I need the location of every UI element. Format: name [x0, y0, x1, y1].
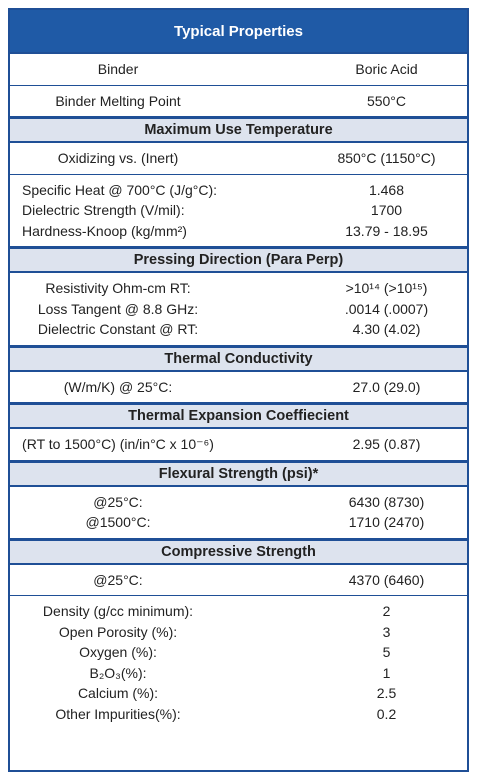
table-title: Typical Properties — [10, 10, 467, 54]
row-group: Density (g/cc minimum): 2 Open Porosity (%… — [10, 596, 467, 729]
section-heading: Pressing Direction (Para Perp) — [10, 247, 467, 273]
property-label: Dielectric Strength (V/mil): — [22, 202, 185, 219]
property-value: 6430 (8730) — [348, 493, 425, 510]
property-label: Calcium (%): — [77, 685, 159, 702]
property-row: Oxygen (%): 5 — [10, 642, 467, 663]
property-label: Resistivity Ohm-cm RT: — [45, 280, 191, 297]
property-value: Boric Acid — [355, 61, 418, 78]
property-label: @25°C: — [93, 493, 143, 510]
property-label: @1500°C: — [85, 514, 151, 531]
row-group: Resistivity Ohm-cm RT: >10¹⁴ (>10¹⁵) Loss … — [10, 273, 467, 346]
property-label: Specific Heat @ 700°C (J/g°C): — [22, 181, 218, 198]
property-label: Open Porosity (%): — [58, 623, 178, 640]
property-label: Binder Melting Point — [55, 92, 181, 109]
row-group: Binder Melting Point 550°C — [10, 86, 467, 117]
property-row: Resistivity Ohm-cm RT: >10¹⁴ (>10¹⁵) — [10, 278, 467, 299]
section-heading: Compressive Strength — [10, 538, 467, 565]
property-value: 4.30 (4.02) — [352, 321, 421, 338]
property-value: 1700 — [370, 202, 403, 219]
property-row: Open Porosity (%): 3 — [10, 622, 467, 643]
property-label: @25°C: — [93, 571, 143, 588]
property-value: 0.2 — [376, 705, 397, 722]
row-group: Binder Boric Acid — [10, 54, 467, 86]
property-value: 2 — [382, 603, 391, 620]
property-label: (W/m/K) @ 25°C: — [63, 378, 173, 395]
property-value: 1710 (2470) — [348, 514, 425, 531]
property-value: 27.0 (29.0) — [352, 378, 421, 395]
property-value: 3 — [382, 623, 391, 640]
property-value: 2.5 — [376, 685, 397, 702]
property-value: 550°C — [366, 92, 407, 109]
property-value: 4370 (6460) — [348, 571, 425, 588]
property-row: Other Impurities(%): 0.2 — [10, 704, 467, 725]
property-row: Calcium (%): 2.5 — [10, 683, 467, 704]
property-label: Oxidizing vs. (Inert) — [57, 150, 179, 167]
property-label: Other Impurities(%): — [55, 705, 181, 722]
row-group: (RT to 1500°C) (in/in°C x 10⁻⁶) 2.95 (0.8… — [10, 429, 467, 461]
property-row: Dielectric Constant @ RT: 4.30 (4.02) — [10, 319, 467, 340]
property-value: 1.468 — [368, 181, 405, 198]
property-label: B₂O₃(%): — [89, 664, 147, 681]
section-heading: Thermal Conductivity — [10, 345, 467, 372]
property-row: Loss Tangent @ 8.8 GHz: .0014 (.0007) — [10, 299, 467, 320]
property-value: 5 — [382, 644, 391, 661]
property-label: Hardness-Knoop (kg/mm²) — [22, 222, 187, 239]
property-value: >10¹⁴ (>10¹⁵) — [345, 280, 428, 297]
property-label: Binder — [97, 61, 139, 78]
row-group: @25°C: 6430 (8730) @1500°C: 1710 (2470) — [10, 487, 467, 539]
row-group: Specific Heat @ 700°C (J/g°C): 1.468 Diele… — [10, 175, 467, 247]
property-row: (RT to 1500°C) (in/in°C x 10⁻⁶) 2.95 (0.8… — [10, 434, 467, 455]
row-group: (W/m/K) @ 25°C: 27.0 (29.0) — [10, 372, 467, 403]
property-row: @25°C: 6430 (8730) — [10, 492, 467, 513]
section-heading: Maximum Use Temperature — [10, 117, 467, 143]
property-value: 850°C (1150°C) — [337, 150, 436, 167]
property-row: Hardness-Knoop (kg/mm²) 13.79 - 18.95 — [10, 221, 467, 242]
row-group: @25°C: 4370 (6460) — [10, 565, 467, 596]
property-row: Density (g/cc minimum): 2 — [10, 601, 467, 622]
property-row: Specific Heat @ 700°C (J/g°C): 1.468 — [10, 180, 467, 201]
property-row: @1500°C: 1710 (2470) — [10, 512, 467, 533]
property-value: .0014 (.0007) — [344, 300, 429, 317]
property-label: (RT to 1500°C) (in/in°C x 10⁻⁶) — [22, 435, 214, 452]
section-heading: Flexural Strength (psi)* — [10, 460, 467, 487]
property-value: 2.95 (0.87) — [352, 436, 421, 453]
property-row: Binder Melting Point 550°C — [10, 91, 467, 112]
property-label: Oxygen (%): — [79, 644, 157, 661]
property-row: (W/m/K) @ 25°C: 27.0 (29.0) — [10, 377, 467, 398]
property-row: Dielectric Strength (V/mil): 1700 — [10, 200, 467, 221]
property-value: 1 — [382, 664, 391, 681]
row-group: Oxidizing vs. (Inert) 850°C (1150°C) — [10, 143, 467, 175]
property-label: Density (g/cc minimum): — [42, 603, 194, 620]
property-label: Loss Tangent @ 8.8 GHz: — [37, 300, 199, 317]
section-heading: Thermal Expansion Coeffiecient — [10, 403, 467, 429]
property-row: @25°C: 4370 (6460) — [10, 570, 467, 591]
properties-table: Typical Properties Binder Boric Acid Binde… — [8, 8, 469, 772]
property-row: Oxidizing vs. (Inert) 850°C (1150°C) — [10, 148, 467, 169]
property-value: 13.79 - 18.95 — [345, 222, 428, 239]
property-row: Binder Boric Acid — [10, 59, 467, 80]
property-label: Dielectric Constant @ RT: — [37, 321, 199, 338]
property-row: B₂O₃(%): 1 — [10, 663, 467, 684]
